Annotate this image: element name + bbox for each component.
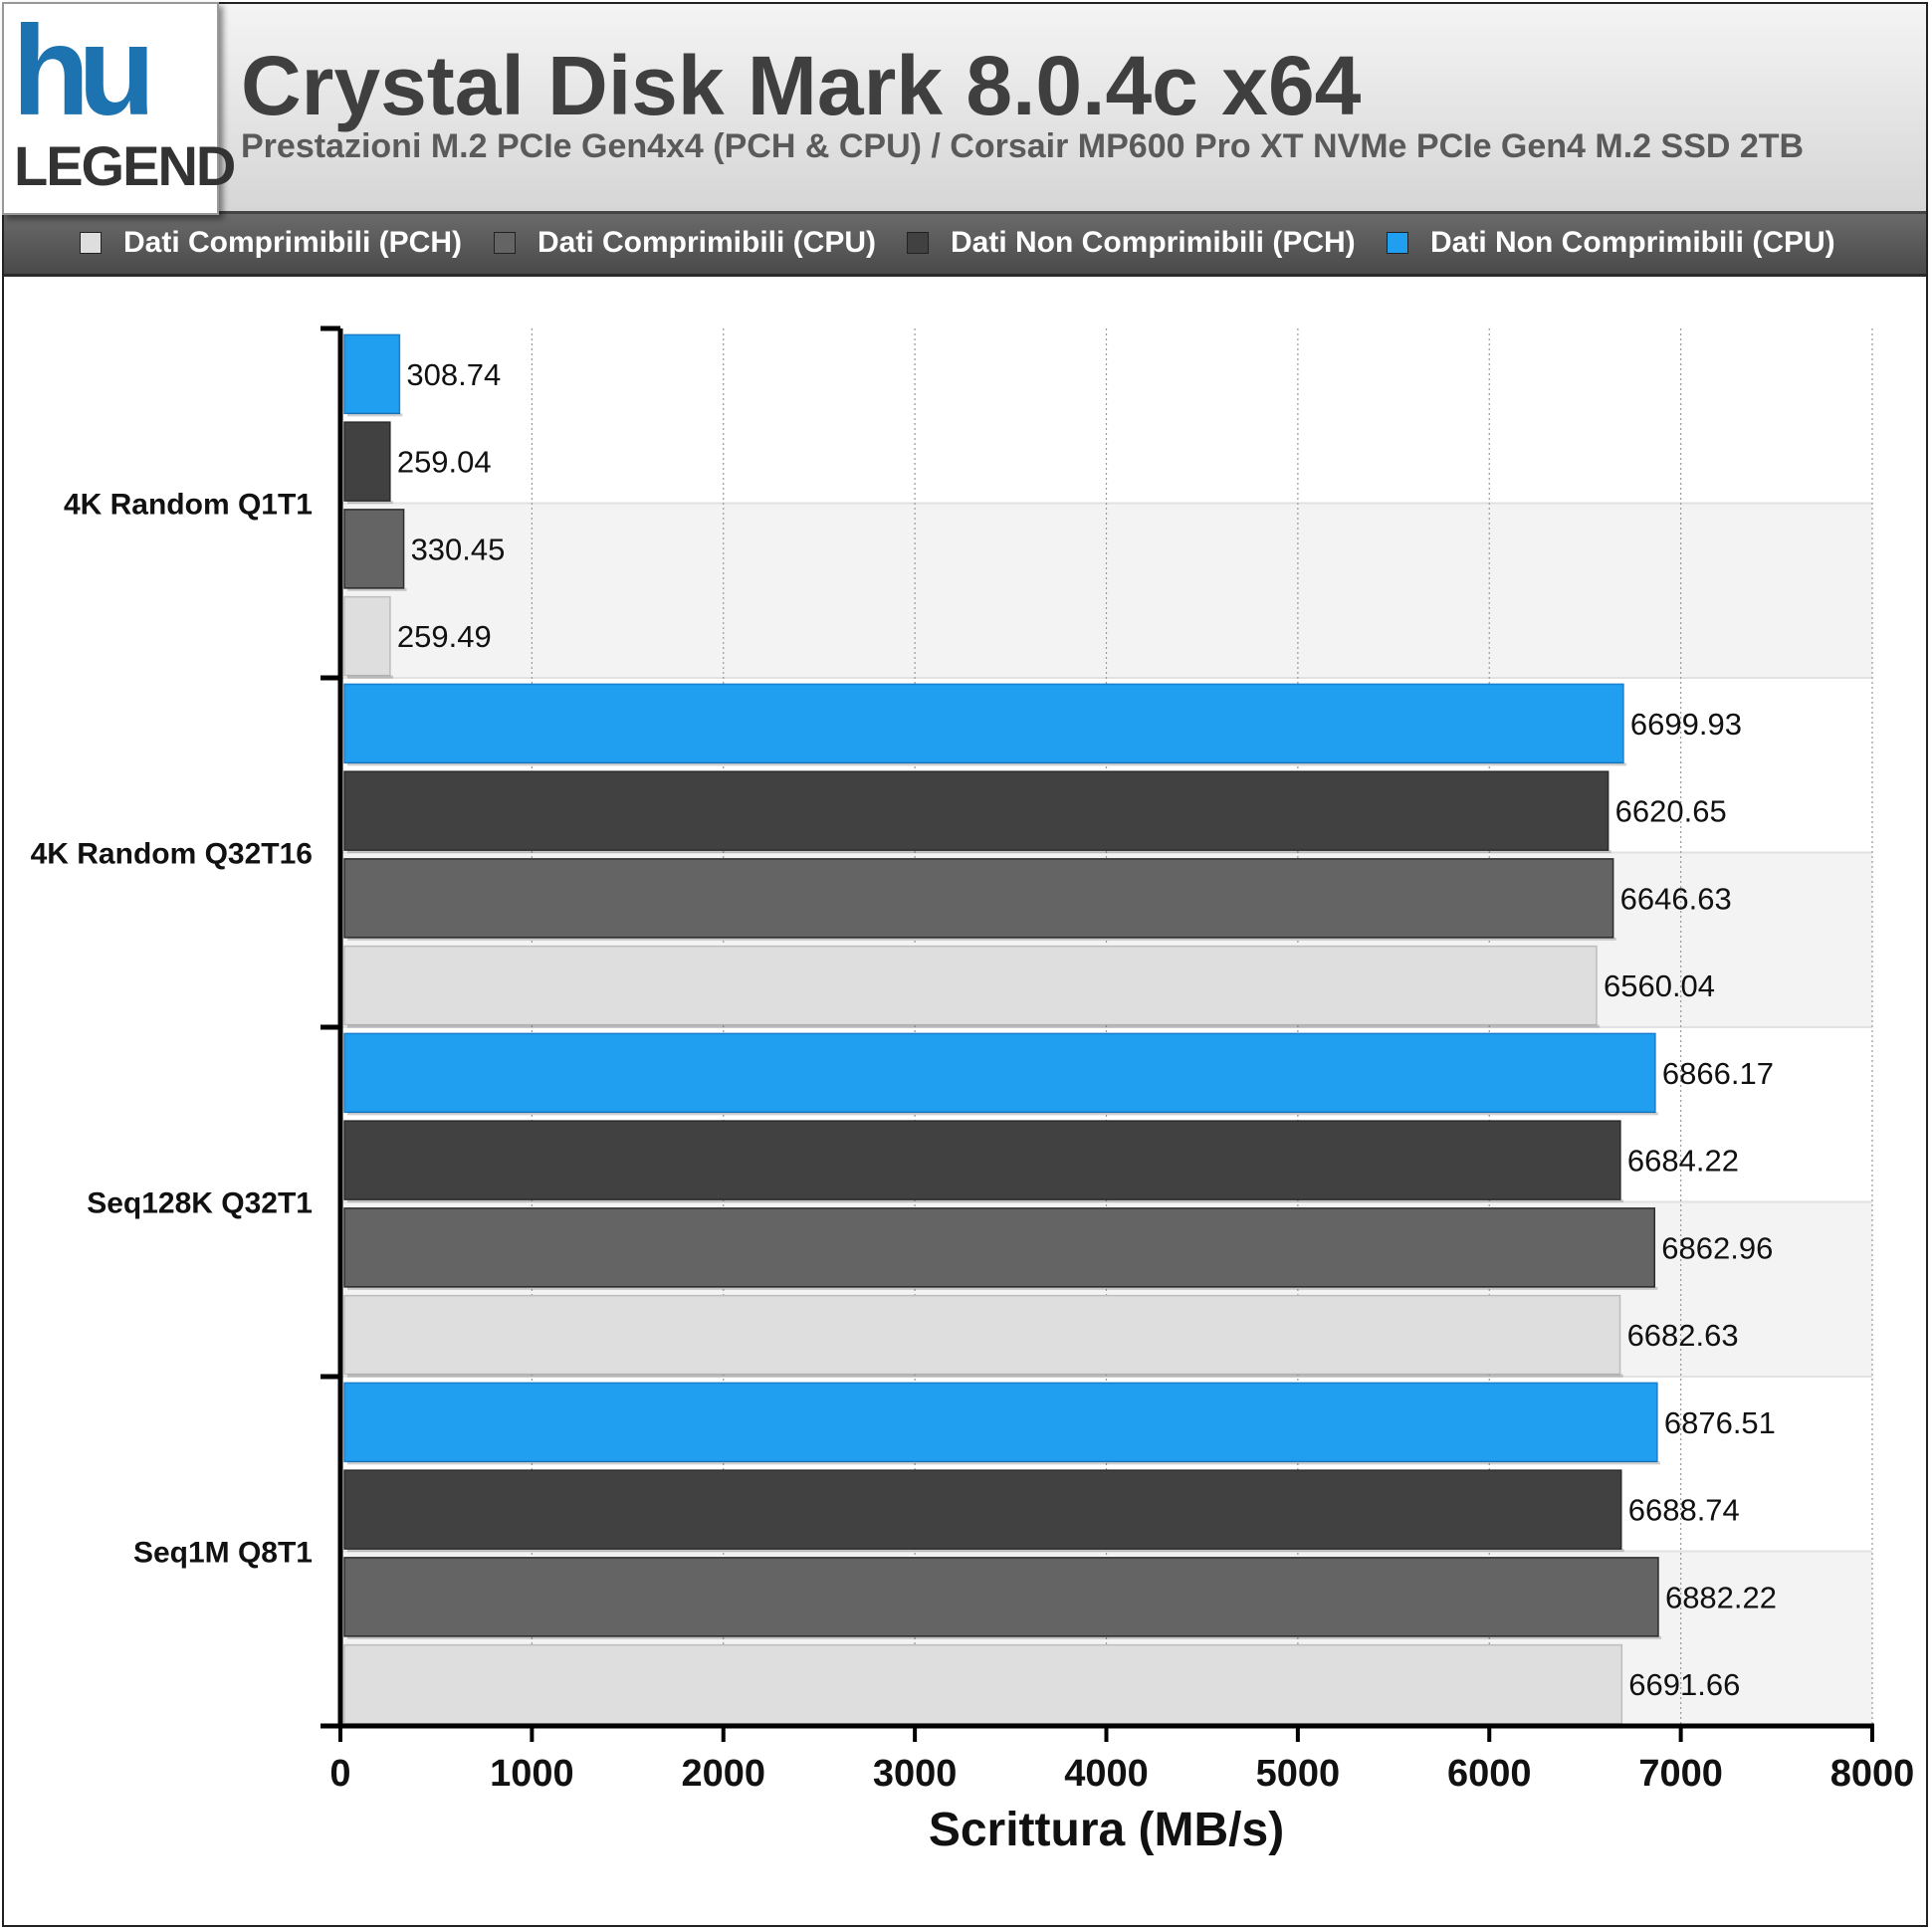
legend-item-compressible-pch: Dati Comprimibili (PCH) <box>80 226 462 260</box>
bar-shadow <box>347 1199 1623 1203</box>
bar <box>343 945 1598 1026</box>
x-tick-label: 7000 <box>1638 1753 1723 1795</box>
legend-swatch <box>80 232 102 254</box>
x-tick-label: 6000 <box>1447 1753 1532 1795</box>
bar-shadow <box>347 1549 1624 1553</box>
category-label: Seq1M Q8T1 <box>133 1537 313 1570</box>
bar <box>343 858 1614 939</box>
data-label: 259.49 <box>397 619 492 654</box>
legend-label: Dati Non Comprimibili (PCH) <box>951 226 1356 259</box>
x-axis-label: Scrittura (MB/s) <box>929 1804 1284 1856</box>
logo: hu LEGEND <box>2 0 236 215</box>
x-tick-label: 4000 <box>1064 1753 1149 1795</box>
legend-swatch <box>1387 232 1408 254</box>
bar <box>343 1032 1656 1114</box>
data-label: 6684.22 <box>1627 1144 1739 1179</box>
bar-shadow <box>347 937 1616 941</box>
bar <box>343 1120 1621 1200</box>
data-label: 6876.51 <box>1664 1405 1776 1440</box>
chart-subtitle: Prestazioni M.2 PCIe Gen4x4 (PCH & CPU) … <box>241 127 1805 165</box>
category-label: 4K Random Q1T1 <box>64 489 313 522</box>
legend-label: Dati Comprimibili (PCH) <box>123 226 463 259</box>
chart-title: Crystal Disk Mark 8.0.4c x64 <box>241 39 1362 132</box>
legend-item-compressible-cpu: Dati Comprimibili (CPU) <box>494 226 876 260</box>
category-label: 4K Random Q32T16 <box>31 838 313 871</box>
bar <box>343 421 391 502</box>
data-label: 6620.65 <box>1615 794 1727 829</box>
bar-shadow <box>347 1024 1600 1028</box>
bar-shadow <box>347 850 1611 854</box>
x-tick-label: 3000 <box>873 1753 958 1795</box>
category-label: Seq128K Q32T1 <box>87 1187 313 1220</box>
legend-item-noncompressible-pch: Dati Non Comprimibili (PCH) <box>907 226 1356 260</box>
bar <box>343 333 401 415</box>
bar-shadow <box>347 1635 1661 1639</box>
data-label: 6691.66 <box>1628 1667 1740 1702</box>
bar-shadow <box>347 675 393 679</box>
legend: Dati Comprimibili (PCH) Dati Comprimibil… <box>4 214 1926 277</box>
bar <box>343 1643 1623 1725</box>
bar <box>343 1557 1659 1637</box>
data-label: 6560.04 <box>1604 968 1715 1003</box>
bar <box>343 683 1624 764</box>
bar <box>343 1469 1622 1550</box>
x-tick-label: 0 <box>329 1753 350 1795</box>
legend-label: Dati Non Comprimibili (CPU) <box>1430 226 1835 259</box>
bar-shadow <box>347 587 407 591</box>
data-label: 6699.93 <box>1630 707 1742 742</box>
bar <box>343 1294 1621 1376</box>
bar <box>343 509 405 589</box>
legend-label: Dati Comprimibili (CPU) <box>537 226 877 259</box>
bar-shadow <box>347 501 393 505</box>
bar <box>343 770 1610 851</box>
bar-shadow <box>347 762 1626 766</box>
bar <box>343 595 391 677</box>
data-label: 6866.17 <box>1662 1056 1774 1091</box>
x-tick-label: 1000 <box>490 1753 574 1795</box>
data-label: 6646.63 <box>1620 881 1732 916</box>
legend-swatch <box>494 232 516 254</box>
legend-swatch <box>907 232 929 254</box>
x-tick-label: 5000 <box>1256 1753 1341 1795</box>
data-label: 330.45 <box>411 532 506 566</box>
logo-mark: hu <box>12 0 155 142</box>
data-label: 308.74 <box>406 357 501 392</box>
bar <box>343 1207 1656 1288</box>
data-label: 6882.22 <box>1665 1580 1777 1614</box>
x-tick-label: 8000 <box>1830 1753 1915 1795</box>
logo-text: LEGEND <box>14 134 236 197</box>
bar-shadow <box>347 1112 1658 1116</box>
bar <box>343 1382 1658 1463</box>
bar-shadow <box>347 1374 1623 1378</box>
x-tick-label: 2000 <box>681 1753 765 1795</box>
bar-shadow <box>347 1461 1660 1465</box>
bar-shadow <box>347 1286 1658 1290</box>
data-label: 6862.96 <box>1661 1230 1773 1265</box>
data-label: 259.04 <box>397 445 492 480</box>
bar-shadow <box>347 413 403 417</box>
legend-item-noncompressible-cpu: Dati Non Comprimibili (CPU) <box>1387 226 1835 260</box>
data-label: 6682.63 <box>1627 1318 1739 1353</box>
chart-header: Crystal Disk Mark 8.0.4c x64 Prestazioni… <box>4 4 1926 214</box>
data-label: 6688.74 <box>1628 1493 1740 1528</box>
